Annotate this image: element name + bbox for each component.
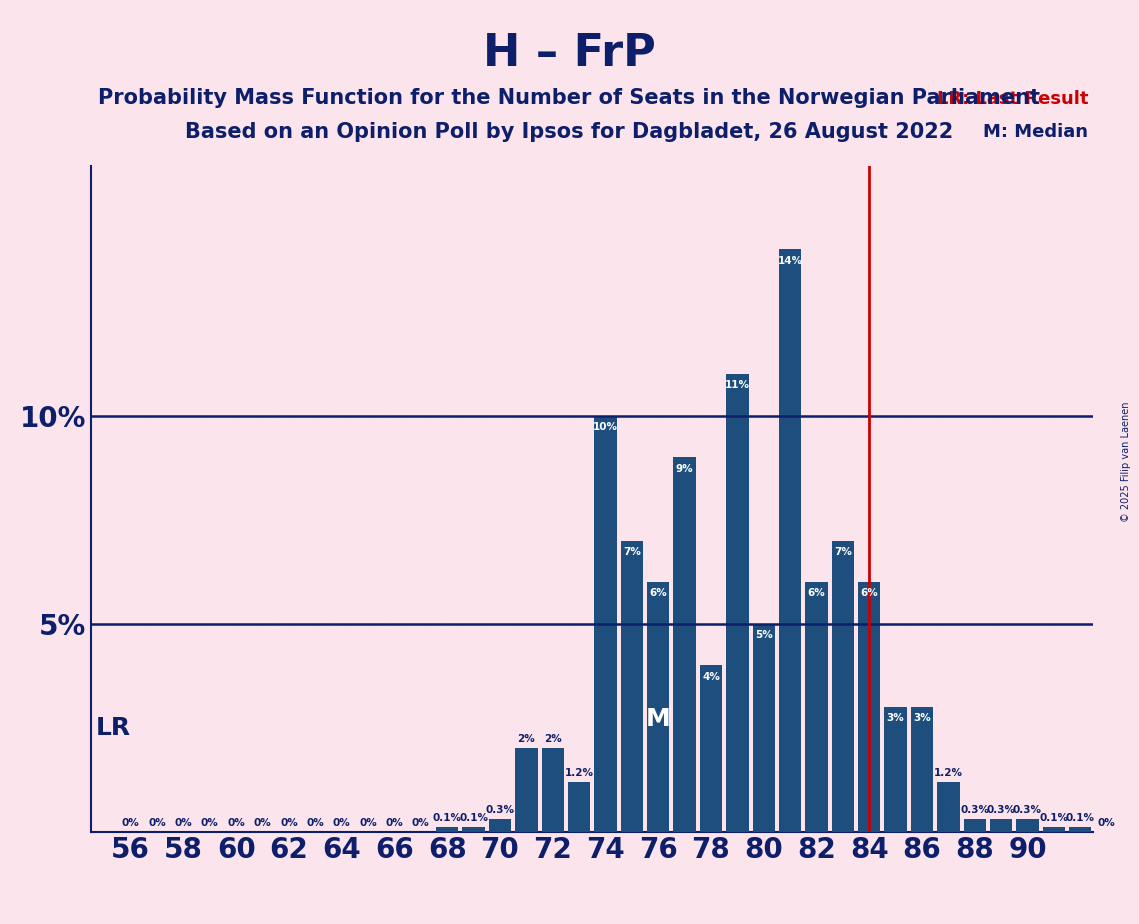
Text: 0%: 0% [333,819,351,828]
Bar [805,582,828,832]
Text: 10%: 10% [593,422,618,432]
Bar [1070,828,1091,832]
Text: 7%: 7% [623,547,641,557]
Text: 0%: 0% [359,819,377,828]
Text: 0%: 0% [1098,819,1115,828]
Text: 14%: 14% [778,256,803,266]
Text: 0.1%: 0.1% [433,813,461,823]
Bar [779,249,802,832]
Bar [964,820,986,832]
Text: © 2025 Filip van Laenen: © 2025 Filip van Laenen [1121,402,1131,522]
Bar [462,828,485,832]
Text: 1.2%: 1.2% [565,768,593,778]
Text: 0%: 0% [148,819,166,828]
Text: 5%: 5% [755,630,772,640]
Bar [515,748,538,832]
Bar [727,374,748,832]
Text: 9%: 9% [675,464,694,474]
Bar [699,665,722,832]
Text: 6%: 6% [649,589,667,599]
Bar [884,707,907,832]
Bar [673,457,696,832]
Text: M: M [646,708,671,731]
Text: 0%: 0% [386,819,403,828]
Bar [1042,828,1065,832]
Text: 6%: 6% [808,589,826,599]
Text: 0.3%: 0.3% [986,805,1016,815]
Text: 0.1%: 0.1% [1040,813,1068,823]
Text: 0.3%: 0.3% [1013,805,1042,815]
Text: 0%: 0% [200,819,219,828]
Bar [831,541,854,832]
Bar [911,707,933,832]
Text: 7%: 7% [834,547,852,557]
Text: 3%: 3% [913,713,931,723]
Text: 11%: 11% [724,381,749,391]
Bar [436,828,458,832]
Bar [595,416,616,832]
Text: H – FrP: H – FrP [483,32,656,76]
Text: 0%: 0% [122,819,140,828]
Text: 6%: 6% [860,589,878,599]
Bar [1016,820,1039,832]
Bar [858,582,880,832]
Text: 0.1%: 0.1% [459,813,489,823]
Text: 0%: 0% [306,819,325,828]
Text: 0%: 0% [412,819,429,828]
Text: Based on an Opinion Poll by Ipsos for Dagbladet, 26 August 2022: Based on an Opinion Poll by Ipsos for Da… [186,122,953,142]
Text: 0.3%: 0.3% [960,805,990,815]
Text: 2%: 2% [543,735,562,745]
Text: 1.2%: 1.2% [934,768,962,778]
Text: LR: Last Result: LR: Last Result [937,90,1089,108]
Bar [621,541,644,832]
Bar [990,820,1013,832]
Text: 0%: 0% [228,819,245,828]
Text: 0.3%: 0.3% [485,805,515,815]
Bar [541,748,564,832]
Text: 0%: 0% [254,819,271,828]
Bar [489,820,511,832]
Text: 0%: 0% [280,819,297,828]
Bar [937,782,959,832]
Text: 3%: 3% [887,713,904,723]
Bar [647,582,670,832]
Text: 0.1%: 0.1% [1066,813,1095,823]
Text: 0%: 0% [174,819,192,828]
Bar [753,624,775,832]
Text: LR: LR [96,716,131,740]
Text: 2%: 2% [517,735,535,745]
Text: M: Median: M: Median [983,123,1089,141]
Bar [568,782,590,832]
Text: Probability Mass Function for the Number of Seats in the Norwegian Parliament: Probability Mass Function for the Number… [98,88,1041,108]
Text: 4%: 4% [702,672,720,682]
